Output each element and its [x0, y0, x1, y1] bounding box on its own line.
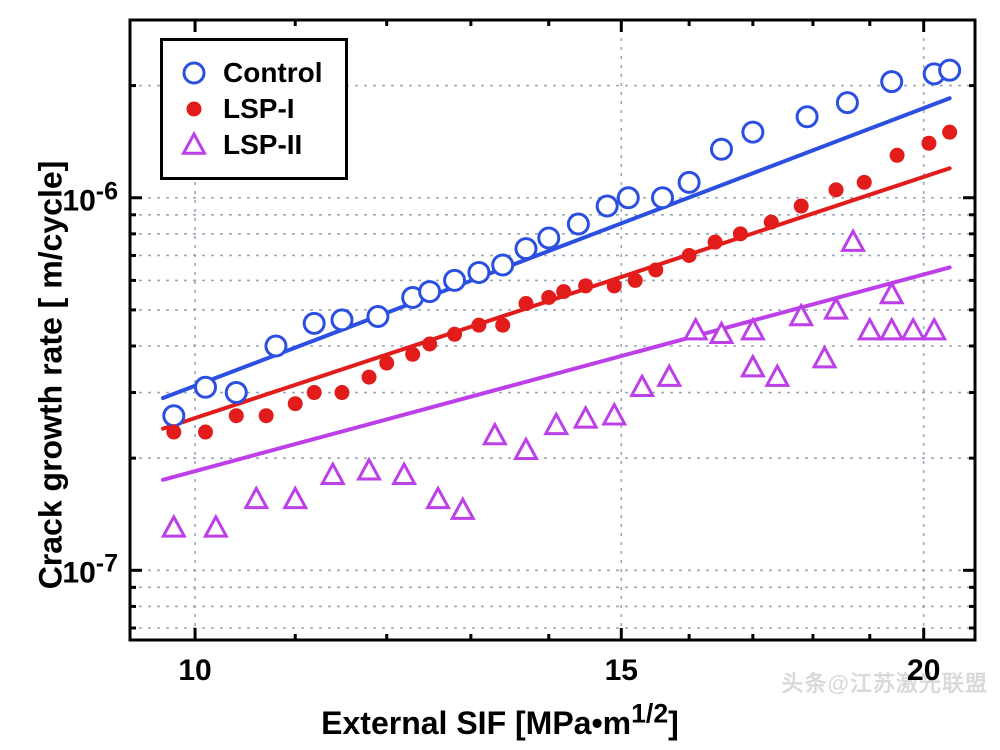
legend-label: LSP-II	[223, 129, 302, 161]
x-axis-label-text: External SIF [MPa•m1/2]	[321, 705, 679, 741]
legend-item: Control	[181, 57, 323, 89]
watermark-text: 头条@江苏激光联盟	[782, 671, 988, 696]
legend-marker-icon	[181, 132, 207, 158]
legend-item: LSP-I	[181, 93, 323, 125]
plot-area: ControlLSP-ILSP-II 10152010-710-6	[130, 20, 975, 640]
legend-marker-icon	[181, 96, 207, 122]
legend-item: LSP-II	[181, 129, 323, 161]
y-axis-label: Crack growth rate [ m/cycle]	[32, 161, 69, 590]
legend-label: LSP-I	[223, 93, 295, 125]
x-tick-label: 15	[605, 654, 638, 688]
legend-marker-icon	[181, 60, 207, 86]
legend-label: Control	[223, 57, 323, 89]
x-axis-label: External SIF [MPa•m1/2]	[0, 698, 1000, 742]
legend-box: Control LSP-I LSP-II	[160, 38, 348, 180]
watermark: 头条@江苏激光联盟	[782, 666, 988, 698]
chart-container: Crack growth rate [ m/cycle] External SI…	[0, 0, 1000, 750]
y-tick-label: 10-7	[62, 550, 118, 591]
y-axis-label-text: Crack growth rate [ m/cycle]	[32, 161, 68, 590]
x-tick-label: 10	[178, 654, 211, 688]
y-tick-label: 10-6	[62, 177, 118, 218]
